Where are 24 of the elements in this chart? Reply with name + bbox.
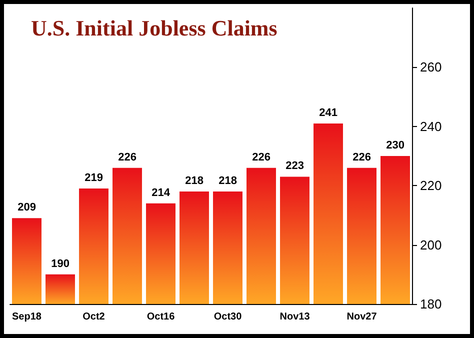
y-tick-label: 200 bbox=[420, 237, 442, 252]
y-tick-label: 260 bbox=[420, 60, 442, 75]
data-label: 223 bbox=[286, 160, 304, 172]
data-label: 230 bbox=[386, 140, 404, 152]
data-label: 226 bbox=[118, 151, 136, 164]
data-label: 226 bbox=[352, 151, 371, 164]
data-label: 214 bbox=[152, 186, 171, 199]
x-tick-label: Oct16 bbox=[146, 312, 176, 322]
data-label: 190 bbox=[51, 258, 70, 270]
x-tick-label: Oct30 bbox=[214, 312, 242, 322]
data-label: 226 bbox=[252, 151, 270, 164]
x-tick-label: Sep18 bbox=[12, 312, 42, 322]
data-label: 209 bbox=[18, 202, 36, 214]
y-tick-label: 180 bbox=[420, 296, 442, 312]
x-tick-label: Nov13 bbox=[280, 312, 310, 322]
data-label: 219 bbox=[84, 172, 103, 184]
data-label: 241 bbox=[319, 106, 338, 119]
chart-title: U.S. Initial Jobless Claims bbox=[31, 16, 278, 40]
y-tick-label: 240 bbox=[420, 118, 442, 134]
data-label: 218 bbox=[218, 175, 237, 188]
x-tick-label: Oct2 bbox=[82, 312, 106, 322]
data-label: 218 bbox=[185, 175, 204, 188]
x-tick-label: Nov27 bbox=[346, 312, 378, 322]
y-tick-label: 220 bbox=[420, 178, 442, 194]
